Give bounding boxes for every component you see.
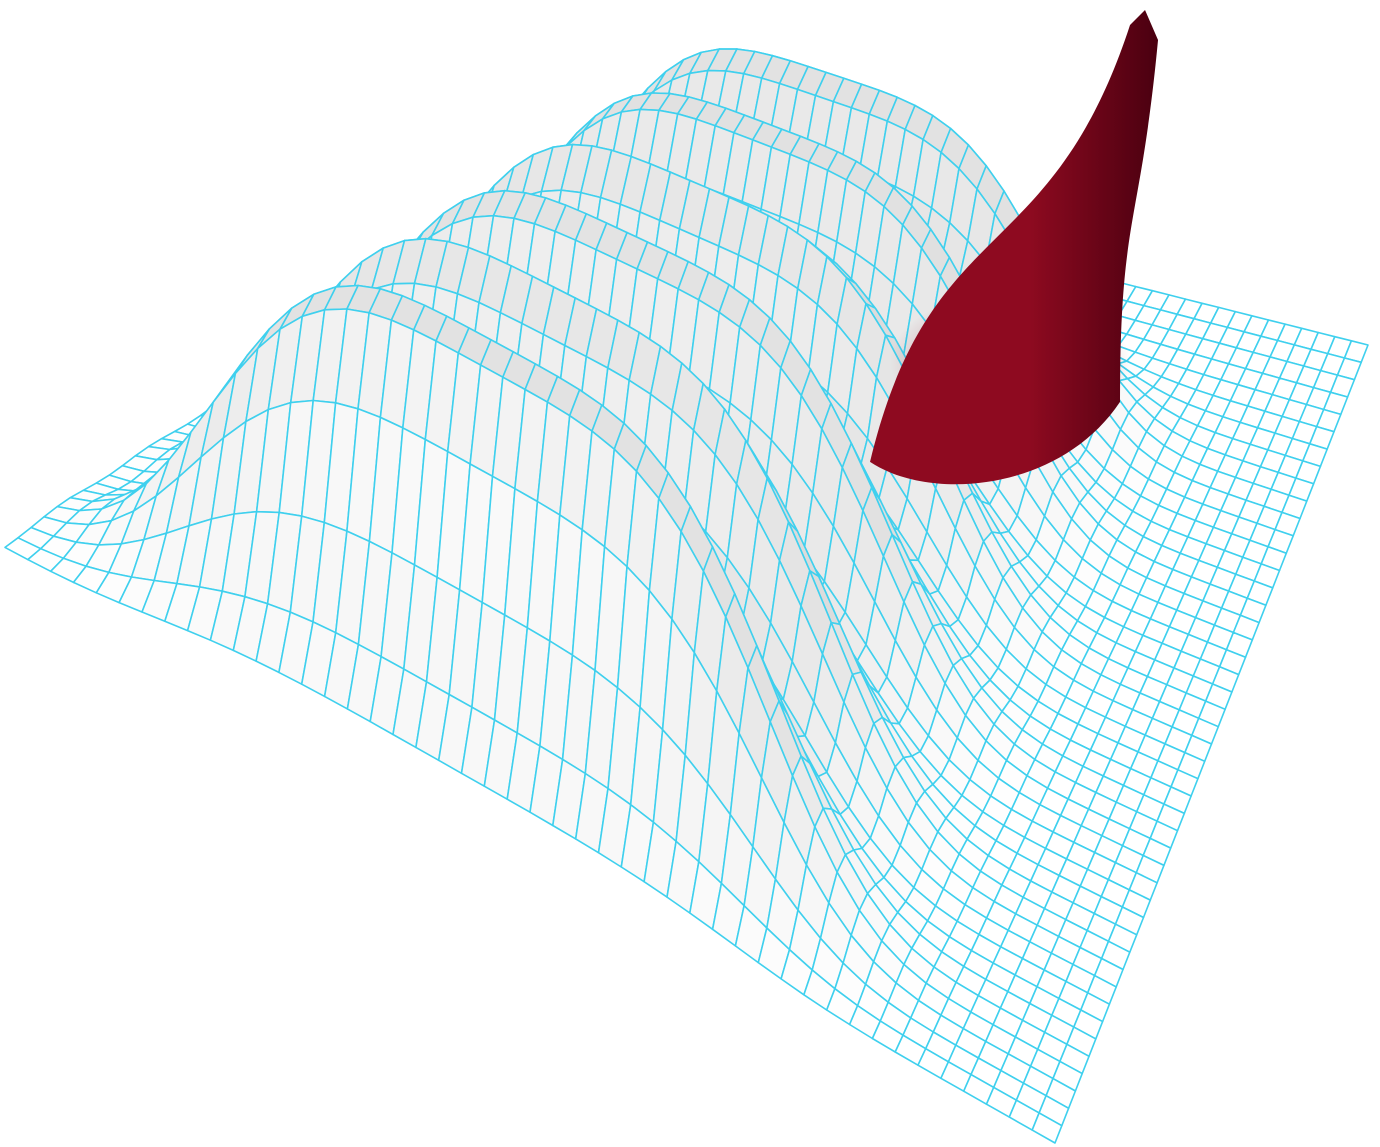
surface-mesh xyxy=(4,48,1369,1144)
peak-body xyxy=(870,10,1159,485)
mesh-face xyxy=(1031,1112,1063,1144)
highlighted-peak xyxy=(870,10,1159,485)
